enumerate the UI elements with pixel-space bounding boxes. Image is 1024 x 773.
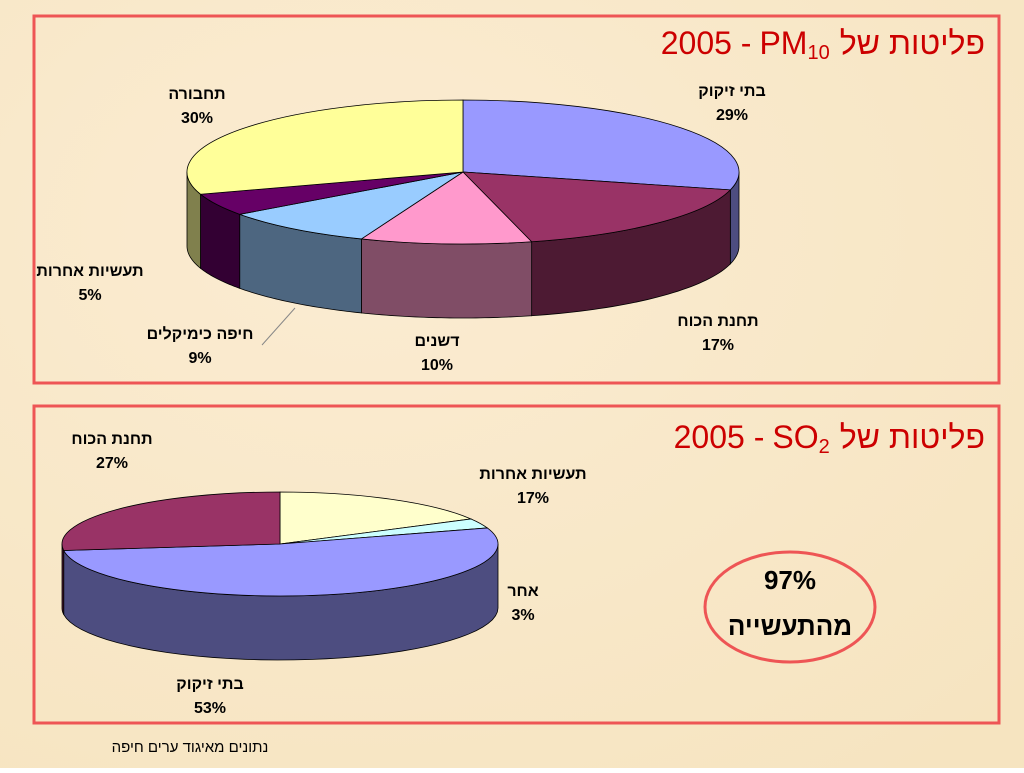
title-part: 10 — [807, 42, 829, 64]
slice — [63, 527, 499, 597]
callout-text: מהתעשייה — [728, 611, 852, 641]
chart-title: 2005 - SO2 פליטות של — [674, 419, 985, 458]
slice-value-label: 27% — [96, 455, 128, 472]
slice-label: דשנים — [414, 333, 459, 350]
slice-side — [360, 238, 533, 319]
title-part: 2005 - — [674, 419, 765, 455]
title-part: פליטות של — [840, 419, 985, 455]
slice-value-label: 29% — [716, 107, 748, 124]
title-part: פליטות של — [840, 25, 985, 61]
footer: נתונים מאיגוד ערים חיפה — [112, 739, 269, 756]
slice-label: חיפה כימיקלים — [147, 325, 254, 343]
title-part: 2005 - — [661, 25, 752, 61]
slice-value-label: 3% — [511, 607, 534, 624]
title-part: 2 — [819, 436, 830, 458]
slice-value-label: 10% — [421, 357, 453, 374]
slice-value-label: 17% — [517, 490, 549, 507]
slice — [461, 171, 732, 243]
slice-label: בתי זיקוק — [176, 676, 243, 693]
title-part: SO — [772, 419, 818, 455]
slice — [61, 491, 281, 551]
title-part: PM — [759, 25, 807, 61]
slice-label: אחר — [507, 583, 538, 600]
slice-label: תחנת הכוח — [677, 313, 758, 330]
frame — [32, 14, 1001, 385]
slice-value-label: 5% — [78, 287, 101, 304]
callout-ellipse — [703, 550, 877, 664]
slice-label: תעשיות אחרות — [36, 263, 143, 280]
leader-line — [261, 307, 296, 346]
slice-side — [61, 543, 65, 615]
slice — [186, 99, 464, 195]
callout-value: 97% — [764, 565, 816, 595]
slice — [279, 491, 473, 545]
slice-value-label: 53% — [194, 700, 226, 717]
slice-label: תחנת הכוח — [71, 431, 152, 448]
frame — [32, 404, 1001, 725]
slice-value-label: 30% — [181, 110, 213, 127]
slice-value-label: 9% — [188, 350, 211, 367]
slice-label: בתי זיקוק — [698, 83, 765, 100]
slice-label: תחבורה — [168, 86, 225, 103]
slice — [238, 171, 464, 240]
slice — [462, 99, 740, 191]
chart-title: 2005 - PM10 פליטות של — [661, 25, 985, 64]
slice — [360, 171, 533, 245]
slice-value-label: 17% — [702, 337, 734, 354]
slice-label: תעשיות אחרות — [479, 466, 586, 483]
